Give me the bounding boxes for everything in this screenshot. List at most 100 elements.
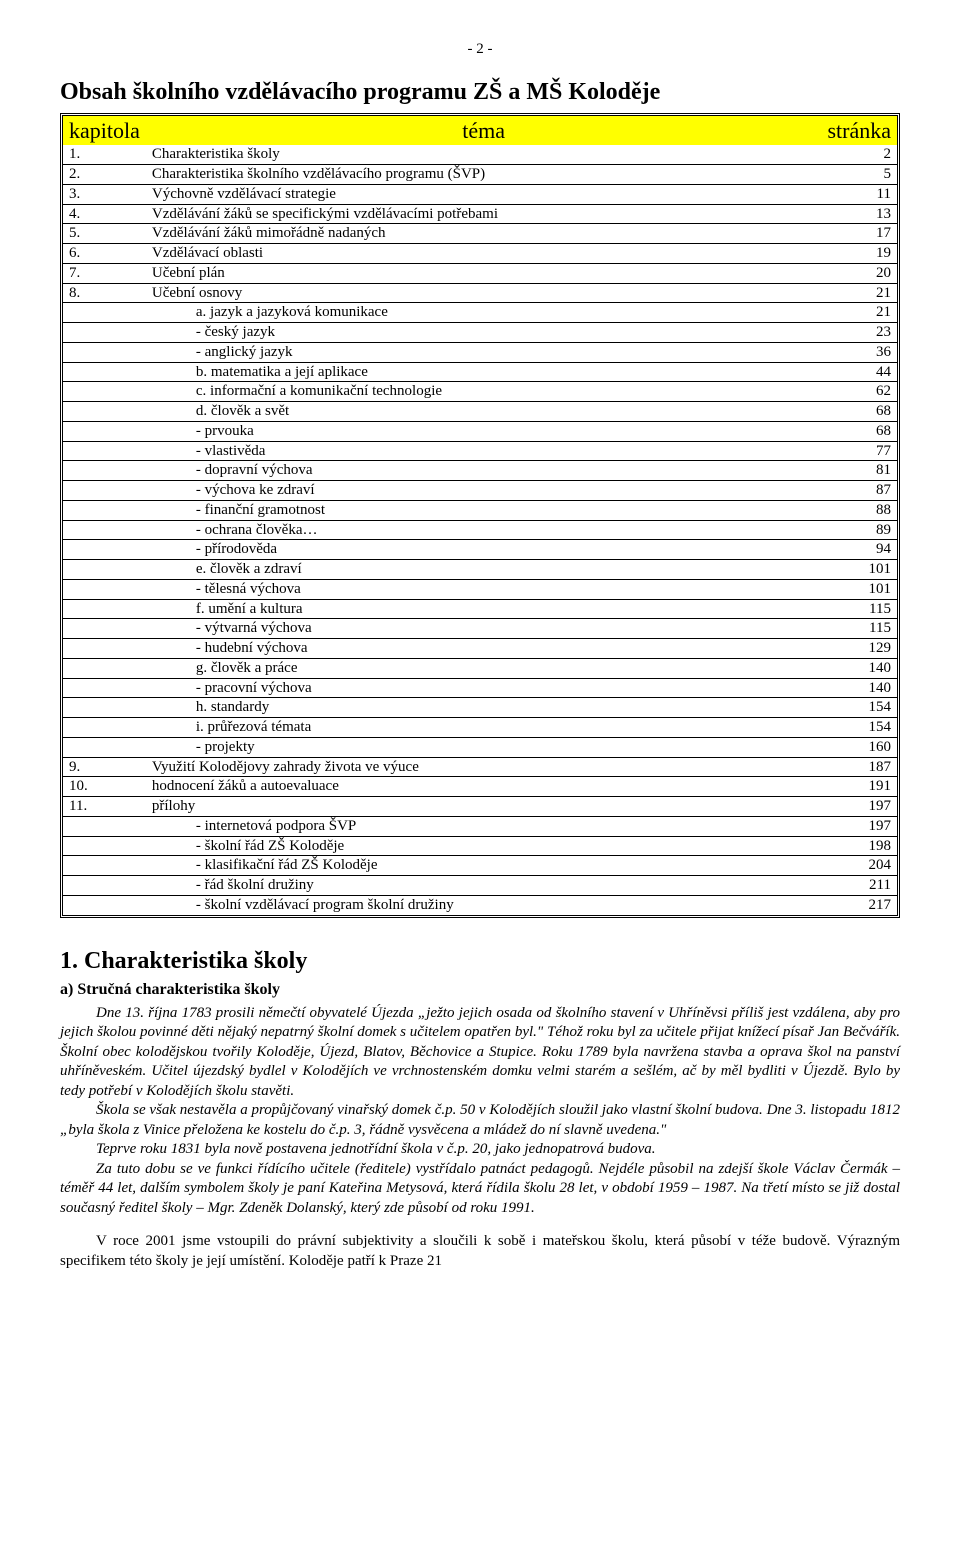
toc-row-topic: - školní řád ZŠ Koloděje	[146, 836, 822, 856]
toc-row-topic: - český jazyk	[146, 323, 822, 343]
toc-row-page: 191	[821, 777, 897, 797]
toc-row: 9.Využití Kolodějovy zahrady života ve v…	[63, 757, 897, 777]
toc-row-num	[63, 658, 146, 678]
toc-row-topic: - školní vzdělávací program školní druži…	[146, 895, 822, 914]
paragraph-4: Za tuto dobu se ve funkci řídícího učite…	[60, 1160, 900, 1219]
toc-row-topic: - ochrana člověka…	[146, 520, 822, 540]
toc-row-num	[63, 540, 146, 560]
toc-row-num	[63, 678, 146, 698]
toc-row-page: 101	[821, 579, 897, 599]
toc-row-topic: - projekty	[146, 737, 822, 757]
toc-row-page: 13	[821, 204, 897, 224]
toc-row-num	[63, 402, 146, 422]
toc-row: - ochrana člověka…89	[63, 520, 897, 540]
toc-row-num	[63, 421, 146, 441]
toc-row: - klasifikační řád ZŠ Koloděje204	[63, 856, 897, 876]
toc-row-page: 198	[821, 836, 897, 856]
toc-row-page: 81	[821, 461, 897, 481]
toc-row-topic: b. matematika a její aplikace	[146, 362, 822, 382]
paragraph-1: Dne 13. října 1783 prosili němečtí obyva…	[60, 1004, 900, 1102]
toc-row-num	[63, 382, 146, 402]
toc-row-topic: Charakteristika školy	[146, 145, 822, 164]
toc-row-topic: - řád školní družiny	[146, 876, 822, 896]
toc-row-num	[63, 342, 146, 362]
toc-row-topic: i. průřezová témata	[146, 718, 822, 738]
toc-row-topic: d. člověk a svět	[146, 402, 822, 422]
toc-row-topic: - pracovní výchova	[146, 678, 822, 698]
toc-row-topic: Charakteristika školního vzdělávacího pr…	[146, 165, 822, 185]
toc-row-num	[63, 895, 146, 914]
toc-row-num	[63, 836, 146, 856]
toc-row: - tělesná výchova101	[63, 579, 897, 599]
toc-row-num	[63, 639, 146, 659]
toc-row-page: 88	[821, 500, 897, 520]
toc-row-topic: Využití Kolodějovy zahrady života ve výu…	[146, 757, 822, 777]
toc-row: 11.přílohy197	[63, 797, 897, 817]
toc-row-num	[63, 599, 146, 619]
toc-row: - řád školní družiny211	[63, 876, 897, 896]
toc-row-page: 197	[821, 797, 897, 817]
toc-row: - český jazyk23	[63, 323, 897, 343]
toc-row: a. jazyk a jazyková komunikace21	[63, 303, 897, 323]
paragraph-5: V roce 2001 jsme vstoupili do právní sub…	[60, 1232, 900, 1271]
toc-row-topic: - anglický jazyk	[146, 342, 822, 362]
toc-row: i. průřezová témata154	[63, 718, 897, 738]
toc-row-page: 217	[821, 895, 897, 914]
toc-row-page: 140	[821, 658, 897, 678]
toc-row: - hudební výchova129	[63, 639, 897, 659]
toc-row-num	[63, 303, 146, 323]
toc-row-num	[63, 560, 146, 580]
toc-row: 5.Vzdělávání žáků mimořádně nadaných17	[63, 224, 897, 244]
toc-row-num	[63, 520, 146, 540]
toc-row-page: 44	[821, 362, 897, 382]
toc-row-num	[63, 461, 146, 481]
toc-header-stranka: stránka	[821, 116, 897, 146]
toc-row: - pracovní výchova140	[63, 678, 897, 698]
toc-header-row: kapitola téma stránka	[63, 116, 897, 146]
toc-row-page: 21	[821, 283, 897, 303]
toc-row-page: 115	[821, 599, 897, 619]
toc-row: e. člověk a zdraví101	[63, 560, 897, 580]
toc-row-topic: e. člověk a zdraví	[146, 560, 822, 580]
toc-row-page: 21	[821, 303, 897, 323]
toc-row: - projekty160	[63, 737, 897, 757]
toc-row: 7.Učební plán20	[63, 263, 897, 283]
toc-row: - přírodověda94	[63, 540, 897, 560]
toc-row-page: 87	[821, 481, 897, 501]
toc-row-page: 115	[821, 619, 897, 639]
toc-row: 4.Vzdělávání žáků se specifickými vzdělá…	[63, 204, 897, 224]
toc-row: b. matematika a její aplikace44	[63, 362, 897, 382]
toc-row-topic: a. jazyk a jazyková komunikace	[146, 303, 822, 323]
toc-row-topic: - prvouka	[146, 421, 822, 441]
toc-row-num	[63, 698, 146, 718]
toc-row-num	[63, 481, 146, 501]
toc-row: - internetová podpora ŠVP197	[63, 816, 897, 836]
toc-row-page: 211	[821, 876, 897, 896]
toc-row-topic: přílohy	[146, 797, 822, 817]
toc-row-topic: - hudební výchova	[146, 639, 822, 659]
toc-row-num: 8.	[63, 283, 146, 303]
toc-row: 10.hodnocení žáků a autoevaluace191	[63, 777, 897, 797]
toc-row-page: 23	[821, 323, 897, 343]
toc-row-topic: h. standardy	[146, 698, 822, 718]
toc-row-topic: - přírodověda	[146, 540, 822, 560]
toc-row-num: 9.	[63, 757, 146, 777]
toc-row-num	[63, 718, 146, 738]
paragraph-3: Teprve roku 1831 byla nově postavena jed…	[60, 1140, 900, 1160]
toc-row-num	[63, 737, 146, 757]
toc-row-page: 101	[821, 560, 897, 580]
toc-row-num: 4.	[63, 204, 146, 224]
toc-row: 3.Výchovně vzdělávací strategie11	[63, 184, 897, 204]
toc-row-num	[63, 441, 146, 461]
toc-header-kapitola: kapitola	[63, 116, 146, 146]
toc-row: - školní vzdělávací program školní druži…	[63, 895, 897, 914]
toc-row: h. standardy154	[63, 698, 897, 718]
toc-row-num: 11.	[63, 797, 146, 817]
toc-row: g. člověk a práce140	[63, 658, 897, 678]
toc-row: - prvouka68	[63, 421, 897, 441]
toc-row: - anglický jazyk36	[63, 342, 897, 362]
toc-row-num	[63, 323, 146, 343]
toc-row-page: 204	[821, 856, 897, 876]
toc-row: - dopravní výchova81	[63, 461, 897, 481]
toc-row-num	[63, 619, 146, 639]
